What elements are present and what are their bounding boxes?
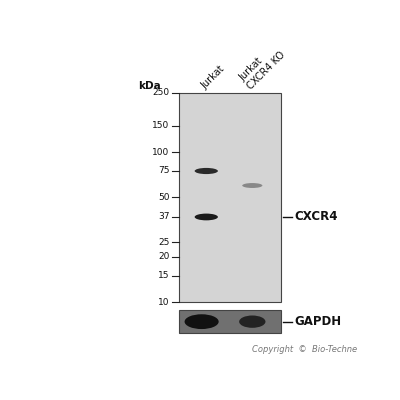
Ellipse shape <box>184 314 219 329</box>
Text: Copyright  ©  Bio-Techne: Copyright © Bio-Techne <box>252 344 357 354</box>
Text: kDa: kDa <box>138 81 161 91</box>
Text: 10: 10 <box>158 298 169 306</box>
Ellipse shape <box>242 183 262 188</box>
Text: CXCR4: CXCR4 <box>294 210 338 224</box>
Text: 75: 75 <box>158 166 169 176</box>
Bar <box>179 310 281 333</box>
Text: 250: 250 <box>152 88 169 97</box>
Text: 37: 37 <box>158 212 169 222</box>
Text: 150: 150 <box>152 121 169 130</box>
Text: 15: 15 <box>158 271 169 280</box>
Ellipse shape <box>195 168 218 174</box>
Ellipse shape <box>239 316 266 328</box>
Text: Jurkat: Jurkat <box>199 64 226 91</box>
Text: 50: 50 <box>158 193 169 202</box>
Text: 25: 25 <box>158 238 169 247</box>
Text: GAPDH: GAPDH <box>294 315 341 328</box>
Text: Jurkat
CXCR4 KO: Jurkat CXCR4 KO <box>237 41 287 91</box>
Text: 100: 100 <box>152 148 169 157</box>
Bar <box>179 93 281 302</box>
Text: 20: 20 <box>158 252 169 262</box>
Ellipse shape <box>195 214 218 220</box>
